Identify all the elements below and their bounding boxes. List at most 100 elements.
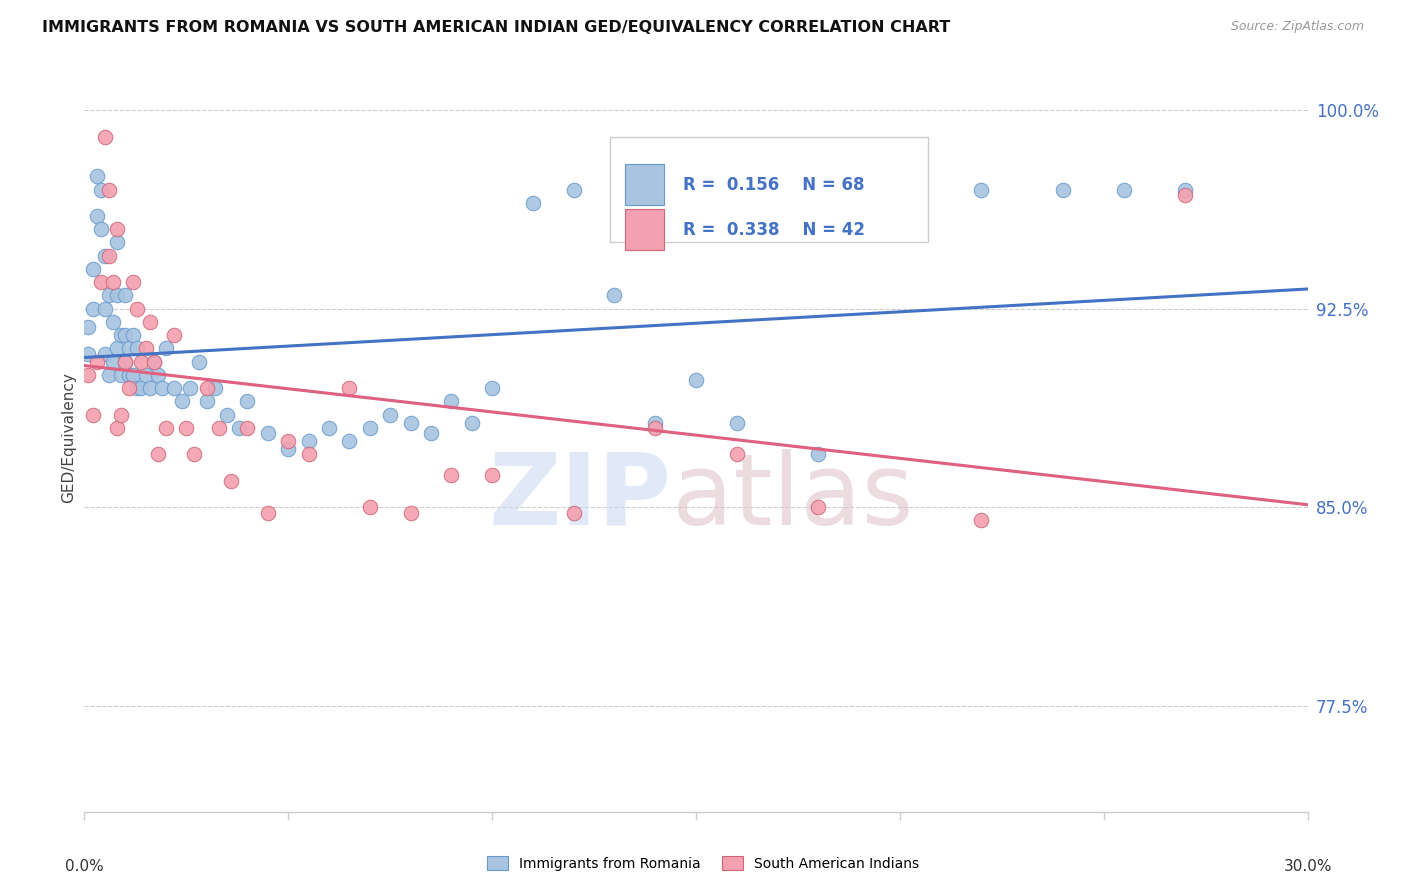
Point [481,381,503,395]
Point [970,182,993,196]
Point [90,222,112,236]
Point [105,235,128,250]
Point [93,249,115,263]
Point [118,368,141,382]
Point [118,342,141,356]
Point [298,434,321,448]
Point [163,381,186,395]
Y-axis label: GED/Equivalency: GED/Equivalency [60,372,76,502]
Point [725,447,748,461]
Text: R =  0.338    N = 42: R = 0.338 N = 42 [682,220,865,239]
Point [339,434,361,448]
Point [110,408,132,422]
Point [93,129,115,144]
Point [298,447,321,461]
Point [77,347,100,361]
Point [86,209,108,223]
Point [138,381,160,395]
Point [86,354,108,368]
Point [114,288,136,302]
Point [174,421,197,435]
Point [339,381,361,395]
Text: Source: ZipAtlas.com: Source: ZipAtlas.com [1230,20,1364,33]
Point [97,368,120,382]
Point [359,421,381,435]
Point [172,394,194,409]
FancyBboxPatch shape [626,209,664,251]
Point [110,368,132,382]
Point [127,301,149,316]
Point [359,500,381,515]
Point [135,342,157,356]
Point [97,288,120,302]
Point [82,262,104,277]
Text: 0.0%: 0.0% [65,859,104,874]
Point [183,447,205,461]
Point [131,381,153,395]
Point [122,275,145,289]
Point [644,416,666,430]
Point [217,408,239,422]
Point [257,426,280,441]
Point [101,275,124,289]
Point [644,421,666,435]
Point [187,354,209,368]
Text: ZIP: ZIP [489,449,672,546]
Point [93,347,115,361]
Point [163,328,186,343]
Point [82,408,104,422]
Point [142,354,165,368]
Point [399,506,422,520]
Point [208,421,231,435]
Point [122,328,145,343]
Point [93,301,115,316]
Point [179,381,201,395]
Point [122,368,145,382]
Point [807,500,830,515]
Point [228,421,250,435]
Point [236,421,259,435]
Point [440,394,463,409]
Point [970,513,993,527]
Point [204,381,226,395]
Point [77,368,100,382]
Point [807,447,830,461]
Point [603,288,626,302]
Point [135,368,157,382]
Point [146,447,169,461]
Point [150,381,173,395]
Point [118,381,141,395]
Point [82,301,104,316]
FancyBboxPatch shape [626,164,664,205]
FancyBboxPatch shape [610,137,928,243]
Point [110,328,132,343]
Point [114,328,136,343]
Point [1174,187,1197,202]
Point [257,506,280,520]
Point [277,442,299,456]
Point [101,315,124,329]
Point [127,381,149,395]
Point [155,421,177,435]
Point [105,288,128,302]
Point [114,354,136,368]
Point [127,342,149,356]
Point [86,169,108,184]
Point [562,182,585,196]
Point [97,182,120,196]
Point [131,354,153,368]
Point [195,394,218,409]
Point [77,320,100,334]
Point [105,421,128,435]
Point [1114,182,1136,196]
Point [420,426,443,441]
Point [236,394,259,409]
Point [219,474,242,488]
Point [725,416,748,430]
Text: IMMIGRANTS FROM ROMANIA VS SOUTH AMERICAN INDIAN GED/EQUIVALENCY CORRELATION CHA: IMMIGRANTS FROM ROMANIA VS SOUTH AMERICA… [42,20,950,35]
Point [105,342,128,356]
Point [105,222,128,236]
Text: 30.0%: 30.0% [1284,859,1331,874]
Point [562,506,585,520]
Point [142,354,165,368]
